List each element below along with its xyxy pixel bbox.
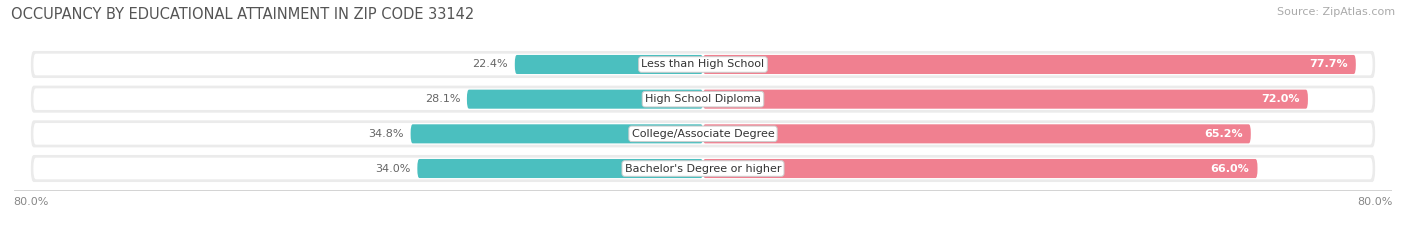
Text: Bachelor's Degree or higher: Bachelor's Degree or higher xyxy=(624,164,782,174)
FancyBboxPatch shape xyxy=(31,51,1375,78)
FancyBboxPatch shape xyxy=(31,155,1375,182)
FancyBboxPatch shape xyxy=(34,123,1372,145)
FancyBboxPatch shape xyxy=(703,159,1257,178)
FancyBboxPatch shape xyxy=(703,124,1251,143)
Text: Less than High School: Less than High School xyxy=(641,59,765,69)
FancyBboxPatch shape xyxy=(34,54,1372,75)
Text: 22.4%: 22.4% xyxy=(472,59,508,69)
Text: Source: ZipAtlas.com: Source: ZipAtlas.com xyxy=(1277,7,1395,17)
FancyBboxPatch shape xyxy=(515,55,703,74)
FancyBboxPatch shape xyxy=(34,88,1372,110)
Text: 72.0%: 72.0% xyxy=(1261,94,1299,104)
FancyBboxPatch shape xyxy=(31,86,1375,113)
Text: OCCUPANCY BY EDUCATIONAL ATTAINMENT IN ZIP CODE 33142: OCCUPANCY BY EDUCATIONAL ATTAINMENT IN Z… xyxy=(11,7,474,22)
FancyBboxPatch shape xyxy=(467,90,703,109)
Text: 28.1%: 28.1% xyxy=(425,94,460,104)
Text: 66.0%: 66.0% xyxy=(1211,164,1249,174)
FancyBboxPatch shape xyxy=(703,90,1308,109)
Text: 34.8%: 34.8% xyxy=(368,129,404,139)
Text: 34.0%: 34.0% xyxy=(375,164,411,174)
FancyBboxPatch shape xyxy=(34,158,1372,179)
Text: 77.7%: 77.7% xyxy=(1309,59,1347,69)
Text: High School Diploma: High School Diploma xyxy=(645,94,761,104)
FancyBboxPatch shape xyxy=(418,159,703,178)
FancyBboxPatch shape xyxy=(411,124,703,143)
FancyBboxPatch shape xyxy=(703,55,1355,74)
Text: 65.2%: 65.2% xyxy=(1204,129,1243,139)
Text: College/Associate Degree: College/Associate Degree xyxy=(631,129,775,139)
FancyBboxPatch shape xyxy=(31,120,1375,147)
